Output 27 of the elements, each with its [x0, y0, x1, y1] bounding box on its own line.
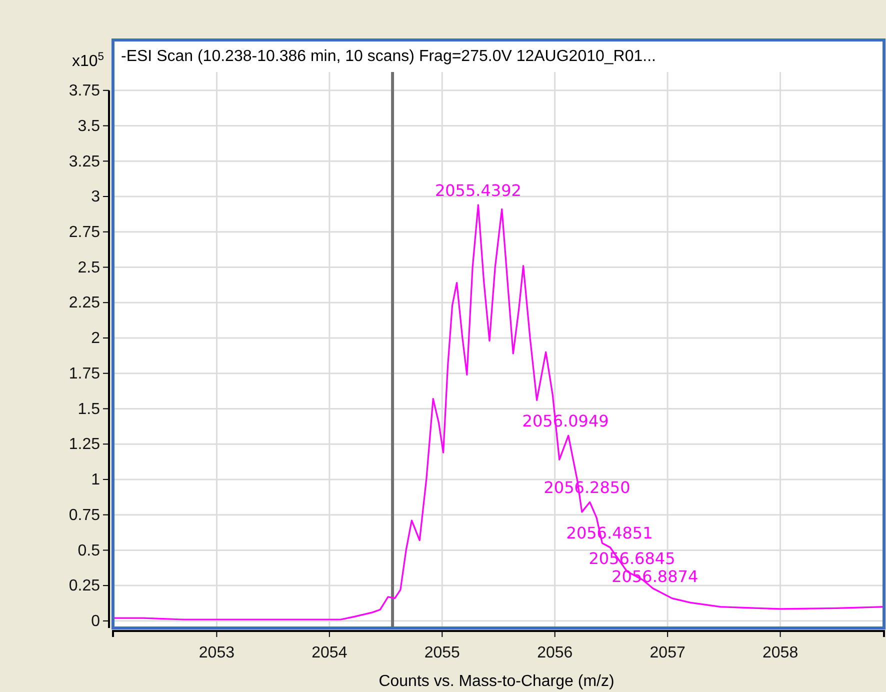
annotation: 2055.4392 — [434, 180, 522, 200]
y-tick-label: 0.5 — [78, 542, 100, 560]
y-tick-label: 3.25 — [68, 153, 100, 170]
y-tick-label: 0.25 — [68, 578, 100, 595]
y-tick-label: 3.5 — [78, 118, 100, 135]
chart-title: -ESI Scan (10.238-10.386 min, 10 scans) Frag=275.0V 12AUG2010_R01... — [121, 48, 656, 65]
x-tick-label: 2055 — [424, 644, 460, 662]
y-axis-title: x10$^{5}$ — [72, 51, 104, 70]
y-tick-label: 1 — [91, 472, 100, 489]
y-tick-label: 2.75 — [68, 224, 100, 241]
y-tick-label: 0.75 — [68, 506, 100, 524]
line-series — [112, 204, 885, 620]
y-tick-label: 1.25 — [68, 436, 100, 454]
y-tick-label: 1.75 — [68, 365, 100, 382]
x-tick-label: 2057 — [650, 644, 686, 662]
x-tick-label: 2053 — [198, 644, 235, 662]
y-tick-label: 0 — [91, 613, 100, 630]
x-tick-label: 2056 — [537, 644, 573, 662]
y-tick-label: 2 — [91, 330, 100, 348]
x-axis-title: Counts vs. Mass-to-Charge (m/z) — [378, 673, 614, 690]
y-tick-label: 3.75 — [68, 82, 100, 100]
y-tick-label: 2.5 — [78, 259, 100, 276]
y-tick-label: 1.5 — [78, 400, 100, 418]
x-tick-label: 2054 — [312, 644, 348, 662]
y-tick-label: 3 — [91, 188, 100, 206]
x-tick-label: 2058 — [762, 644, 798, 662]
y-tick-label: 2.25 — [68, 294, 100, 312]
